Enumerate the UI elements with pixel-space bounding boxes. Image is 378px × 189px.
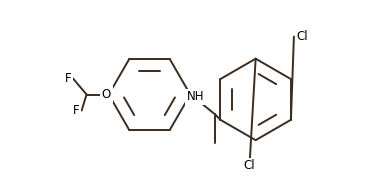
Text: O: O (102, 88, 111, 101)
Text: F: F (64, 72, 71, 85)
Text: Cl: Cl (244, 159, 255, 172)
Text: NH: NH (186, 91, 204, 103)
Text: F: F (73, 104, 80, 117)
Text: Cl: Cl (296, 30, 308, 43)
